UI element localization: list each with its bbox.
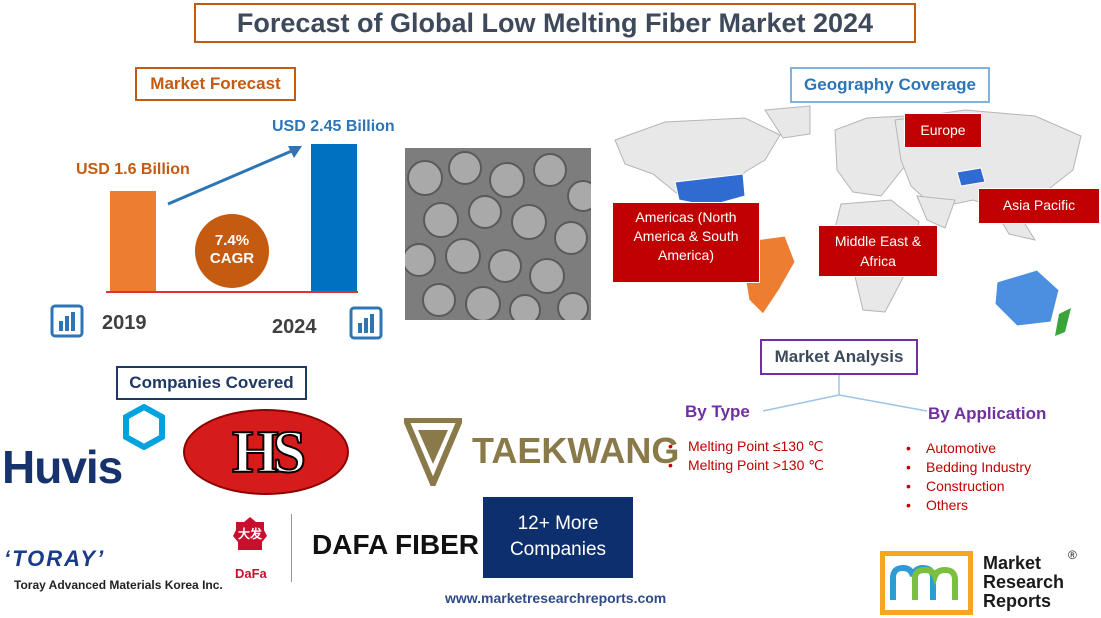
bar-2019 xyxy=(110,191,156,292)
growth-arrow-icon xyxy=(167,146,302,206)
by-application-list: Automotive Bedding Industry Construction… xyxy=(902,439,1082,515)
region-americas: Americas (North America & South America) xyxy=(612,202,760,283)
logo-divider xyxy=(291,514,292,582)
toray-subtitle: Toray Advanced Materials Korea Inc. xyxy=(14,578,223,592)
region-middle-east-africa: Middle East & Africa xyxy=(818,225,938,277)
huvis-logo-icon xyxy=(123,404,165,450)
value-2019-label: USD 1.6 Billion xyxy=(76,161,190,178)
list-item: Melting Point >130 ℃ xyxy=(664,456,864,475)
dafa-logo-chinese: 大发 xyxy=(237,527,262,541)
chart-baseline xyxy=(106,291,358,293)
dafa-logo-icon xyxy=(233,517,267,550)
year-2024-label: 2024 xyxy=(272,316,317,338)
hs-logo: HS xyxy=(183,409,349,495)
cagr-value: 7.4% xyxy=(214,232,250,249)
by-application-heading: By Application xyxy=(928,404,1047,423)
market-analysis-heading: Market Analysis xyxy=(760,339,918,375)
mrr-line-2: Research xyxy=(983,572,1065,592)
region-europe: Europe xyxy=(904,113,982,148)
market-forecast-heading: Market Forecast xyxy=(135,67,296,101)
dafa-fiber-logo-text: DAFA FIBER xyxy=(312,529,479,560)
companies-covered-heading: Companies Covered xyxy=(116,366,307,400)
cagr-label: CAGR xyxy=(209,250,255,267)
fiber-cross-section-image xyxy=(405,148,591,320)
website-url: www.marketresearchreports.com xyxy=(445,590,667,606)
list-item: Automotive xyxy=(902,439,1082,458)
analysis-connector xyxy=(762,375,928,412)
geography-coverage-heading: Geography Coverage xyxy=(790,67,990,103)
dafa-logo-small-text: DaFa xyxy=(235,566,267,581)
more-companies-box: 12+ More Companies xyxy=(483,497,633,578)
region-asia-pacific: Asia Pacific xyxy=(978,188,1100,224)
list-item: Others xyxy=(902,496,1082,515)
huvis-logo-text: Huvis xyxy=(2,441,123,493)
usa-highlight xyxy=(674,173,746,207)
list-item: Construction xyxy=(902,477,1082,496)
registered-mark: ® xyxy=(1068,548,1077,562)
by-type-heading: By Type xyxy=(685,402,750,421)
page-title: Forecast of Global Low Melting Fiber Mar… xyxy=(194,3,916,43)
year-2019-label: 2019 xyxy=(102,312,147,334)
toray-logo-text: ‘TORAY’ xyxy=(4,546,106,571)
hs-logo-text: HS xyxy=(231,418,307,486)
mrr-brand-text: Market Research Reports xyxy=(983,554,1064,611)
taekwang-logo-icon xyxy=(404,418,462,486)
mrr-logo xyxy=(880,551,973,615)
list-item: Bedding Industry xyxy=(902,458,1082,477)
value-2024-label: USD 2.45 Billion xyxy=(272,118,395,135)
taekwang-logo-text: TAEKWANG xyxy=(472,430,680,471)
bar-chart-icon xyxy=(349,306,383,340)
cagr-badge: 7.4% CAGR xyxy=(195,214,269,288)
by-type-list: Melting Point ≤130 ℃ Melting Point >130 … xyxy=(664,437,864,475)
asia-highlight xyxy=(956,167,986,187)
australia-highlight xyxy=(994,269,1060,327)
bar-2024 xyxy=(311,144,357,292)
new-zealand-highlight xyxy=(1055,308,1071,336)
bar-chart-icon xyxy=(50,304,84,338)
mrr-line-3: Reports xyxy=(983,591,1052,611)
mrr-logo-icon xyxy=(890,564,958,600)
mrr-line-1: Market xyxy=(983,553,1042,573)
list-item: Melting Point ≤130 ℃ xyxy=(664,437,864,456)
